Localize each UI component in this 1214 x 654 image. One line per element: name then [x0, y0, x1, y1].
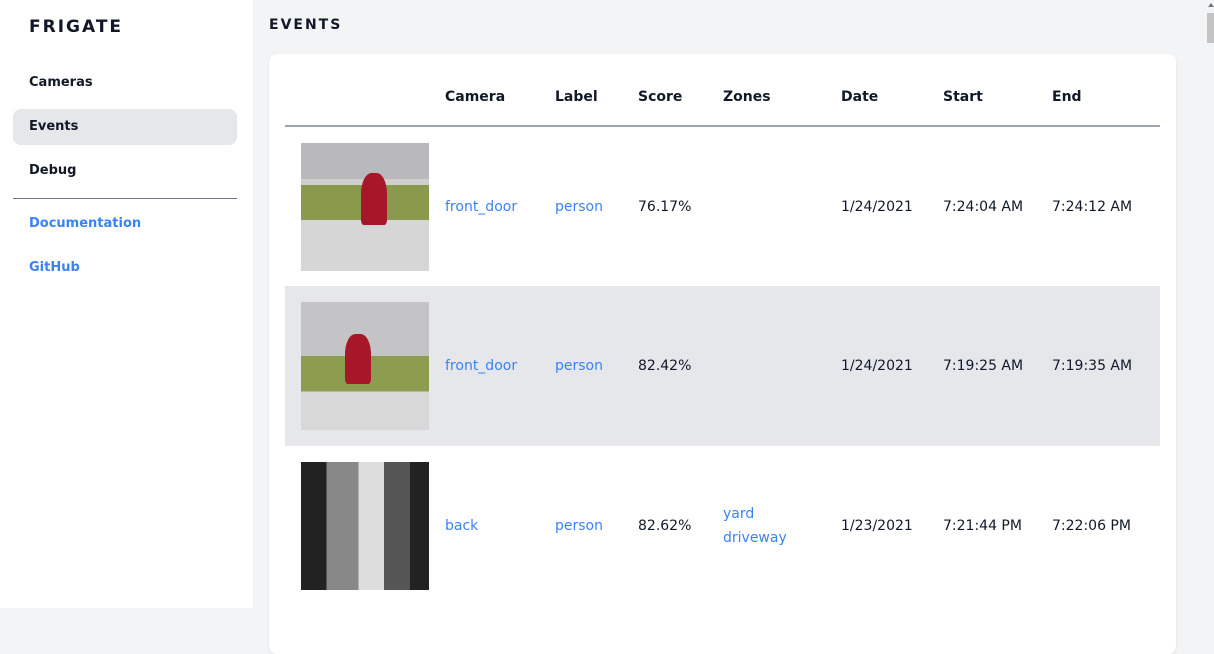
start-time: 7:19:25 AM [943, 286, 1052, 446]
camera-link[interactable]: back [445, 518, 479, 534]
end-time: 7:24:12 AM [1052, 198, 1133, 215]
table-header: Camera Label Score Zones Date Start End [285, 54, 1160, 127]
start-time: 7:21:44 PM [943, 518, 1022, 534]
camera-link[interactable]: front_door [445, 286, 555, 446]
table-row[interactable]: front_door person 76.17% 1/24/2021 7:24:… [285, 126, 1160, 286]
documentation-link[interactable]: Documentation [29, 216, 142, 231]
column-zones: Zones [723, 54, 841, 127]
table-row[interactable]: front_door person 82.42% 1/24/2021 7:19:… [285, 286, 1160, 446]
start-time: 7:24:04 AM [943, 198, 1024, 215]
zone-link[interactable]: driveway [723, 530, 787, 546]
end-time: 7:22:06 PM [1052, 518, 1131, 534]
column-date: Date [841, 54, 943, 127]
label-link[interactable]: person [555, 286, 638, 446]
zones [723, 126, 841, 286]
sidebar-item-cameras[interactable]: Cameras [29, 75, 93, 90]
zones: yard driveway [723, 446, 841, 606]
column-end: End [1052, 54, 1160, 127]
zone-link[interactable]: yard [723, 506, 755, 522]
scrollbar[interactable] [1200, 0, 1214, 608]
score: 76.17% [638, 198, 692, 215]
scrollbar-thumb[interactable] [1207, 13, 1214, 43]
date: 1/23/2021 [841, 518, 913, 534]
date: 1/24/2021 [841, 286, 943, 446]
score: 82.42% [638, 286, 723, 446]
sidebar: FRIGATE Cameras Events Debug Documentati… [0, 0, 253, 608]
sidebar-item-debug[interactable]: Debug [29, 163, 77, 178]
column-thumbnail [285, 54, 445, 127]
scroll-up-arrow-icon[interactable] [1208, 3, 1214, 7]
github-link[interactable]: GitHub [29, 260, 80, 275]
label-link[interactable]: person [555, 198, 603, 215]
label-link[interactable]: person [555, 518, 603, 534]
camera-link[interactable]: front_door [445, 198, 518, 215]
sidebar-item-events[interactable]: Events [13, 109, 237, 145]
column-start: Start [943, 54, 1052, 127]
sidebar-divider [13, 198, 237, 199]
date: 1/24/2021 [841, 198, 913, 215]
events-card: Camera Label Score Zones Date Start End … [269, 54, 1176, 654]
event-thumbnail[interactable] [301, 462, 429, 590]
table-row[interactable]: back person 82.62% yard driveway 1/23/20… [285, 446, 1160, 606]
page-title: EVENTS [269, 17, 343, 33]
event-thumbnail[interactable] [301, 302, 429, 430]
end-time: 7:19:35 AM [1052, 286, 1160, 446]
column-label: Label [555, 54, 638, 127]
score: 82.62% [638, 518, 692, 534]
brand-logo[interactable]: FRIGATE [29, 17, 124, 37]
zones [723, 286, 841, 446]
column-score: Score [638, 54, 723, 127]
event-thumbnail[interactable] [301, 142, 429, 271]
events-table: Camera Label Score Zones Date Start End … [285, 54, 1160, 606]
column-camera: Camera [445, 54, 555, 127]
